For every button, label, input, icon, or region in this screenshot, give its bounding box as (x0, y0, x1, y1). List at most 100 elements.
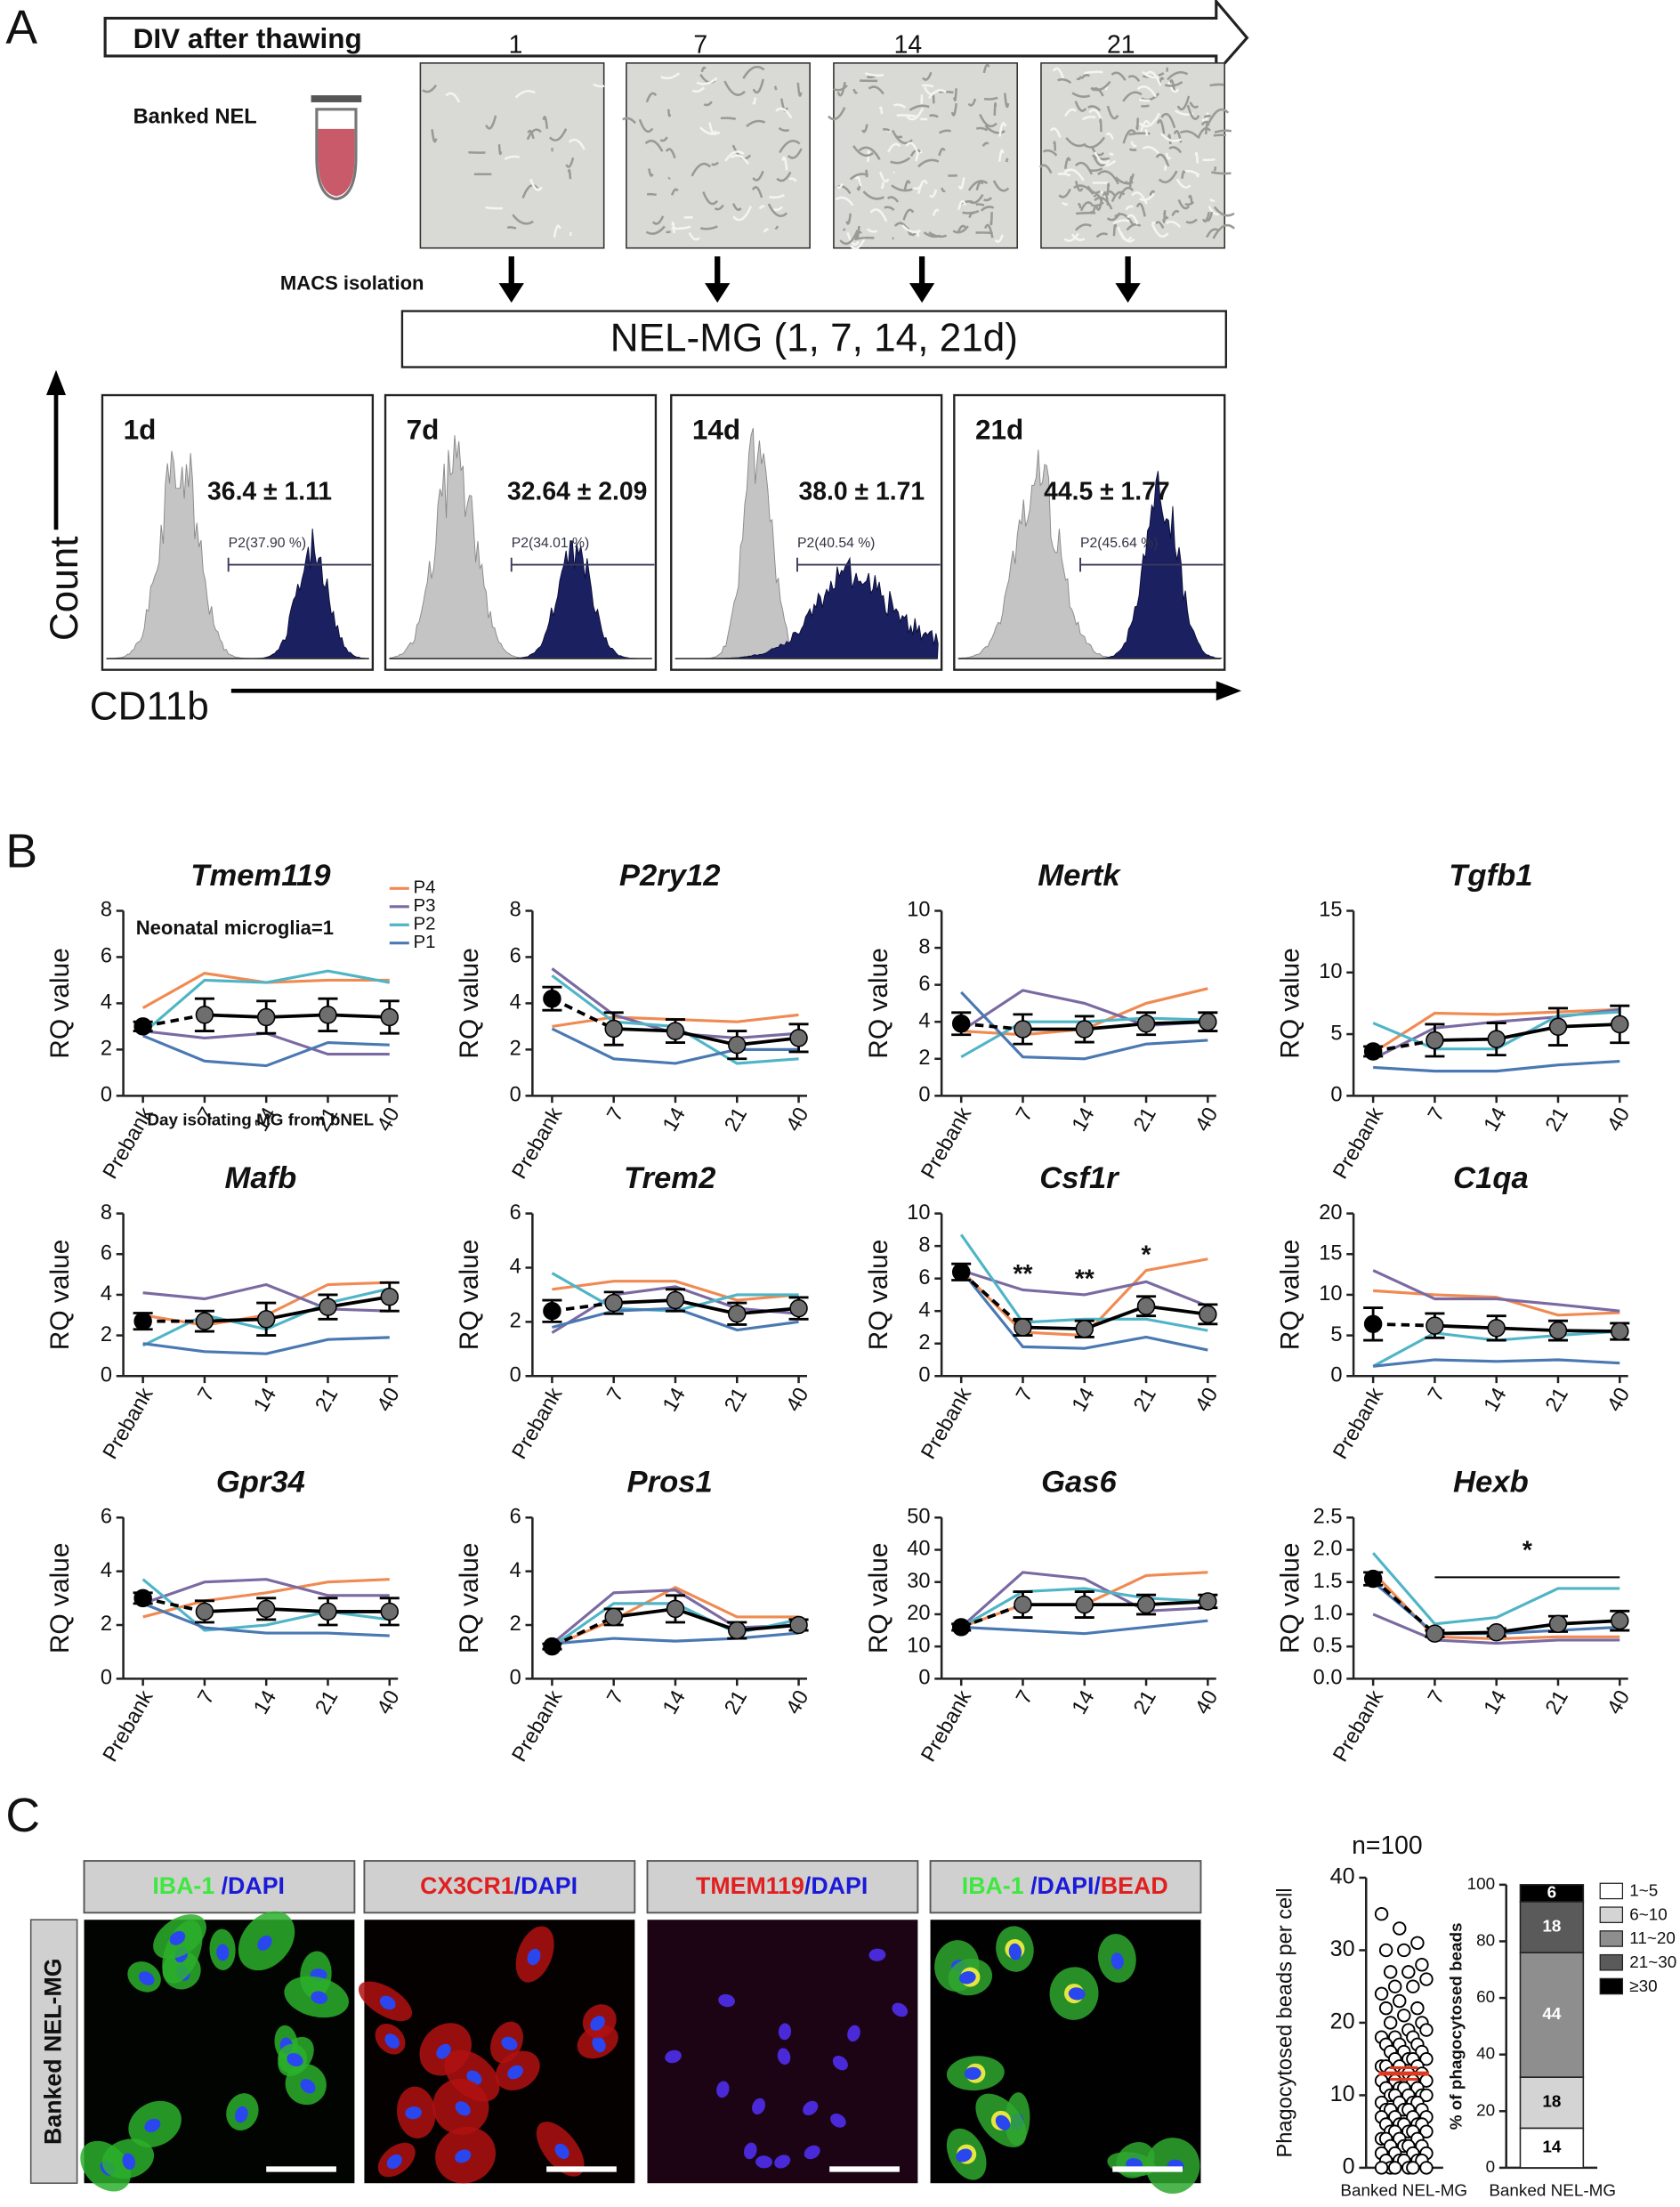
y-tick-label: 2 (101, 1038, 112, 1061)
image-header-label: IBA-1 /DAPI (152, 1872, 285, 1899)
cell-texture (1142, 70, 1159, 79)
y-tick-label: 0 (918, 1363, 930, 1386)
x-tick-label: 14 (1068, 1384, 1100, 1416)
y-tick-label: 100 (1467, 1875, 1496, 1894)
cell-texture (869, 208, 888, 222)
y-tick-label: 80 (1476, 1931, 1495, 1950)
nucleus (554, 2143, 569, 2159)
mean-point (1548, 1017, 1568, 1036)
x-tick-label: 40 (373, 1384, 405, 1416)
y-tick-label: 15 (1319, 1242, 1342, 1265)
point (1374, 2161, 1389, 2175)
cell-texture (506, 226, 517, 230)
series-line (1372, 1613, 1620, 1645)
cell-texture (983, 223, 994, 238)
mean-segment (1145, 1599, 1208, 1606)
cell-texture (842, 228, 846, 231)
series-line (142, 1602, 390, 1637)
mean-segment (327, 1295, 391, 1309)
cell-texture (1151, 223, 1169, 238)
legend-swatch (1599, 1882, 1624, 1900)
cell-texture (1185, 218, 1198, 224)
cell-texture (1140, 119, 1151, 133)
nucleus (958, 1971, 976, 1985)
cell-texture (983, 96, 998, 101)
mean-segment (1022, 1325, 1085, 1331)
x-tick-label: 21 (721, 1384, 753, 1416)
legend-swatch (1599, 1930, 1624, 1947)
series-line (961, 1619, 1208, 1636)
down-arrow-head (498, 283, 524, 303)
cell-texture (833, 85, 848, 92)
y-tick-label: 8 (101, 899, 112, 922)
x-tick-label: Banked NEL-MG (1489, 2182, 1616, 2201)
nucleus (138, 1971, 155, 1985)
cell-texture (665, 148, 676, 159)
y-tick-label: 2 (918, 1331, 930, 1354)
cell-texture (732, 206, 753, 222)
cell-texture (849, 236, 867, 250)
y-tick-label: 2 (510, 1310, 521, 1333)
mean-segment (613, 1298, 676, 1305)
mean-point (728, 1035, 747, 1055)
x-tick-label: 14 (1480, 1686, 1512, 1718)
cell-texture (763, 228, 770, 233)
mean-point (256, 1599, 276, 1619)
x-tick-label: 14 (249, 1686, 281, 1718)
cell-texture (1094, 151, 1111, 165)
cell-texture (1093, 193, 1103, 205)
cell-texture (1164, 81, 1183, 87)
cell-texture (1141, 104, 1150, 108)
nucleus (665, 2049, 682, 2064)
value-label: 18 (1542, 2093, 1561, 2112)
cell-texture (565, 158, 575, 168)
point (1383, 1965, 1398, 1979)
cell-texture (1138, 98, 1151, 102)
point (1419, 2051, 1434, 2066)
nucleus (234, 2106, 248, 2123)
mean-segment (1496, 1326, 1559, 1333)
x-tick-label: 40 (1191, 1384, 1224, 1416)
mean-point (1199, 1592, 1217, 1611)
significance: * (1142, 1241, 1151, 1269)
series-line (141, 1578, 390, 1632)
nucleus (455, 2149, 472, 2163)
cell-texture (526, 128, 542, 141)
y-tick-label: 4 (101, 1282, 112, 1306)
cell-texture (836, 81, 846, 97)
chart-title: Mertk (1038, 859, 1121, 893)
cell-texture (1080, 74, 1091, 80)
y-tick-label: 0 (1330, 1363, 1342, 1386)
nucleus (590, 2016, 605, 2031)
cell-texture (854, 175, 862, 187)
x-tick-label: 21 (311, 1384, 343, 1416)
y-tick-label: 10 (907, 1634, 930, 1657)
x-tick-label: 14 (1068, 1686, 1100, 1718)
cell-texture (751, 186, 763, 198)
x-tick-label: 21 (1541, 1104, 1573, 1136)
cell-texture (1159, 133, 1183, 142)
cell-texture (1184, 200, 1195, 206)
nucleus (774, 2154, 791, 2169)
x-tick-label: 40 (373, 1686, 405, 1718)
chart-title: Tgfb1 (1449, 859, 1532, 893)
point (1393, 1921, 1407, 1936)
cell-texture (1106, 105, 1119, 120)
cell-texture (864, 72, 884, 77)
x-tick-label: 7 (1424, 1104, 1450, 1125)
y-tick-label: 5 (1330, 1022, 1342, 1045)
point (1406, 2161, 1420, 2175)
cell-texture (529, 178, 543, 191)
cell-texture (1119, 231, 1135, 243)
mean-point (380, 1602, 399, 1621)
mean-point (604, 1019, 623, 1039)
cell-texture (787, 148, 803, 159)
y-axis-label: RQ value (455, 1240, 484, 1351)
cell-texture (667, 176, 671, 180)
gate-label: P2(40.54 %) (797, 536, 875, 551)
cell-texture (1090, 80, 1111, 92)
cell-texture (504, 155, 521, 161)
cell-texture (1175, 178, 1191, 189)
nucleus (384, 2033, 400, 2049)
